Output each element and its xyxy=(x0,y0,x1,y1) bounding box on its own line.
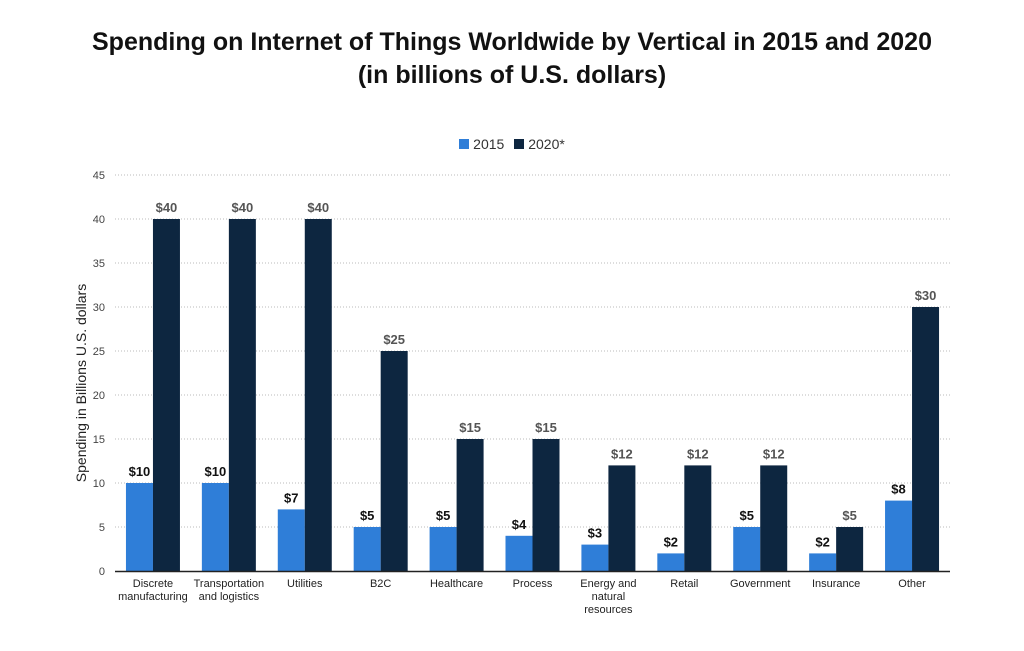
data-labels: $10 $40 $10 $40 $7 $40 $5 $25 $5 $15 $4 $15 $3 $12 $2 $… xyxy=(129,200,937,549)
data-label-2015: $10 xyxy=(129,464,151,479)
y-tick-label: 45 xyxy=(93,170,105,182)
bar-2015[interactable] xyxy=(885,500,913,571)
y-tick-label: 15 xyxy=(93,434,105,446)
data-label-2020: $12 xyxy=(687,446,709,461)
data-label-2020: $40 xyxy=(156,200,178,215)
legend-swatch-2020 xyxy=(514,139,525,149)
x-category-label: Healthcare xyxy=(430,578,483,590)
data-label-2015: $5 xyxy=(360,508,374,523)
x-category-label: Process xyxy=(513,578,553,590)
bar-2020[interactable] xyxy=(380,351,408,571)
x-category-label: Government xyxy=(730,578,791,590)
chart-title-line-1: Spending on Internet of Things Worldwide… xyxy=(92,28,932,56)
data-label-2015: $5 xyxy=(436,508,450,523)
y-axis-label: Spending in Billions U.S. dollars xyxy=(73,284,89,482)
bar-2015[interactable] xyxy=(125,483,153,571)
x-category-label: Retail xyxy=(670,578,698,590)
legend-label-2020: 2020* xyxy=(528,136,565,152)
bar-2015[interactable] xyxy=(277,509,305,571)
bar-2020[interactable] xyxy=(152,219,180,571)
bar-2020[interactable] xyxy=(532,439,560,571)
bar-2015[interactable] xyxy=(429,527,457,571)
y-tick-label: 0 xyxy=(99,566,105,578)
bar-2020[interactable] xyxy=(304,219,332,571)
data-label-2015: $5 xyxy=(739,508,753,523)
y-tick-label: 25 xyxy=(93,346,105,358)
x-category-label: Energy and natural resources xyxy=(580,578,636,616)
data-label-2015: $2 xyxy=(664,534,678,549)
data-label-2020: $15 xyxy=(535,420,557,435)
legend: 2015 2020* xyxy=(0,136,1024,152)
chart-title-line-2: (in billions of U.S. dollars) xyxy=(357,61,667,89)
legend-item-2015[interactable]: 2015 xyxy=(459,136,504,152)
y-tick-label: 40 xyxy=(93,214,105,226)
legend-swatch-2015 xyxy=(459,139,470,149)
data-label-2020: $12 xyxy=(763,446,785,461)
y-tick-label: 20 xyxy=(93,390,105,402)
y-tick-label: 5 xyxy=(99,522,105,534)
x-category-label: Utilities xyxy=(287,578,323,590)
y-axis-ticks: 0 5 10 15 20 25 30 35 40 45 xyxy=(93,170,105,578)
data-label-2015: $2 xyxy=(815,534,829,549)
bar-2020[interactable] xyxy=(228,219,256,571)
data-label-2020: $40 xyxy=(232,200,254,215)
data-label-2015: $3 xyxy=(588,526,602,541)
bar-2015[interactable] xyxy=(201,483,229,571)
bar-2020[interactable] xyxy=(760,465,788,571)
bar-2015[interactable] xyxy=(657,553,685,571)
bar-2020[interactable] xyxy=(912,307,940,571)
x-category-label: Discrete manufacturing xyxy=(118,578,188,603)
bar-2015[interactable] xyxy=(809,553,837,571)
bar-2020[interactable] xyxy=(608,465,636,571)
data-label-2020: $12 xyxy=(611,446,633,461)
bars xyxy=(125,219,940,571)
legend-label-2015: 2015 xyxy=(473,136,505,152)
bar-2020[interactable] xyxy=(684,465,712,571)
data-label-2020: $40 xyxy=(307,200,329,215)
x-category-label: Other xyxy=(898,578,926,590)
data-label-2020: $5 xyxy=(842,508,856,523)
bar-2020[interactable] xyxy=(836,527,864,571)
data-label-2020: $25 xyxy=(383,332,405,347)
data-label-2020: $15 xyxy=(459,420,481,435)
bar-2015[interactable] xyxy=(353,527,381,571)
y-tick-label: 30 xyxy=(93,302,105,314)
data-label-2015: $7 xyxy=(284,490,298,505)
bar-2015[interactable] xyxy=(733,527,761,571)
x-category-label: Transportation and logistics xyxy=(194,578,265,603)
y-tick-label: 35 xyxy=(93,258,105,270)
bar-2015[interactable] xyxy=(581,544,609,571)
bar-2015[interactable] xyxy=(505,535,533,571)
bar-2020[interactable] xyxy=(456,439,484,571)
data-label-2015: $4 xyxy=(512,517,527,532)
data-label-2015: $10 xyxy=(205,464,227,479)
legend-item-2020[interactable]: 2020* xyxy=(514,136,565,152)
data-label-2015: $8 xyxy=(891,482,905,497)
x-category-label: Insurance xyxy=(812,578,860,590)
data-label-2020: $30 xyxy=(915,288,937,303)
y-tick-label: 10 xyxy=(93,478,105,490)
chart-title: Spending on Internet of Things Worldwide… xyxy=(0,26,1024,92)
x-category-label: B2C xyxy=(370,578,391,590)
